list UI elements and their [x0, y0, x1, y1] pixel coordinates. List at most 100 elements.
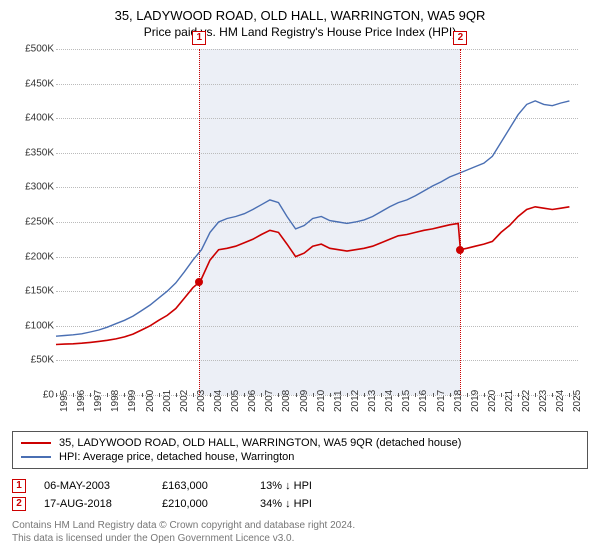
legend-label: 35, LADYWOOD ROAD, OLD HALL, WARRINGTON,… — [59, 437, 461, 449]
sale-index-box: 2 — [12, 497, 26, 511]
x-axis-label: 2011 — [333, 390, 344, 412]
chart-container: 35, LADYWOOD ROAD, OLD HALL, WARRINGTON,… — [0, 0, 600, 560]
x-axis-label: 2002 — [179, 390, 190, 412]
footer-line-1: Contains HM Land Registry data © Crown c… — [12, 519, 588, 532]
x-axis-label: 2006 — [247, 390, 258, 412]
series-property — [56, 207, 569, 345]
plot-area: 12 — [56, 49, 578, 395]
sale-row: 106-MAY-2003£163,00013% ↓ HPI — [12, 477, 588, 495]
y-axis-label: £100K — [12, 320, 54, 331]
sales-table: 106-MAY-2003£163,00013% ↓ HPI217-AUG-201… — [12, 477, 588, 513]
x-axis-label: 1997 — [93, 390, 104, 412]
x-tick — [501, 393, 502, 397]
footer-attribution: Contains HM Land Registry data © Crown c… — [12, 519, 588, 545]
legend: 35, LADYWOOD ROAD, OLD HALL, WARRINGTON,… — [12, 431, 588, 469]
x-axis-label: 2019 — [470, 390, 481, 412]
sale-vline — [460, 49, 461, 395]
x-axis-label: 2022 — [521, 390, 532, 412]
series-hpi — [56, 101, 569, 336]
x-tick — [569, 393, 570, 397]
x-axis-label: 2000 — [145, 390, 156, 412]
x-axis-label: 1999 — [127, 390, 138, 412]
x-tick — [278, 393, 279, 397]
x-tick — [552, 393, 553, 397]
chart-box: 12 £0 £50K £100K £150K £200K £250K £300K £350K £… — [12, 45, 588, 425]
x-tick — [330, 393, 331, 397]
x-axis-label: 2025 — [572, 390, 583, 412]
sale-date: 17-AUG-2018 — [44, 498, 144, 510]
x-axis-label: 1995 — [59, 390, 70, 412]
x-tick — [244, 393, 245, 397]
x-axis-label: 1998 — [110, 390, 121, 412]
x-tick — [347, 393, 348, 397]
x-axis-label: 2017 — [436, 390, 447, 412]
legend-row: HPI: Average price, detached house, Warr… — [21, 450, 579, 464]
x-tick — [210, 393, 211, 397]
x-tick — [398, 393, 399, 397]
y-axis-label: £50K — [12, 355, 54, 366]
x-axis-label: 2018 — [453, 390, 464, 412]
x-tick — [364, 393, 365, 397]
sale-index-box: 1 — [12, 479, 26, 493]
x-tick — [261, 393, 262, 397]
sale-price: £210,000 — [162, 498, 242, 510]
sale-dot — [195, 278, 203, 286]
y-axis-label: £300K — [12, 182, 54, 193]
x-tick — [484, 393, 485, 397]
x-axis-label: 2013 — [367, 390, 378, 412]
x-tick — [227, 393, 228, 397]
x-tick — [415, 393, 416, 397]
y-axis-label: £450K — [12, 78, 54, 89]
x-axis-label: 2014 — [384, 390, 395, 412]
x-axis-label: 2004 — [213, 390, 224, 412]
x-axis-label: 2021 — [504, 390, 515, 412]
legend-label: HPI: Average price, detached house, Warr… — [59, 451, 294, 463]
x-axis-label: 2023 — [538, 390, 549, 412]
x-axis-label: 2005 — [230, 390, 241, 412]
x-tick — [124, 393, 125, 397]
x-axis-label: 2015 — [401, 390, 412, 412]
legend-row: 35, LADYWOOD ROAD, OLD HALL, WARRINGTON,… — [21, 436, 579, 450]
legend-swatch — [21, 456, 51, 458]
sale-price: £163,000 — [162, 480, 242, 492]
x-tick — [142, 393, 143, 397]
x-tick — [90, 393, 91, 397]
x-tick — [467, 393, 468, 397]
x-axis-label: 2012 — [350, 390, 361, 412]
legend-swatch — [21, 442, 51, 444]
x-tick — [73, 393, 74, 397]
x-tick — [56, 393, 57, 397]
x-tick — [518, 393, 519, 397]
x-tick — [296, 393, 297, 397]
x-tick — [193, 393, 194, 397]
x-axis-label: 2016 — [418, 390, 429, 412]
x-tick — [450, 393, 451, 397]
x-axis-label: 2007 — [264, 390, 275, 412]
y-axis-label: £200K — [12, 251, 54, 262]
x-axis-label: 2001 — [162, 390, 173, 412]
line-series-svg — [56, 49, 578, 395]
sale-marker-2: 2 — [453, 31, 467, 45]
x-tick — [433, 393, 434, 397]
x-axis-label: 2020 — [487, 390, 498, 412]
x-axis-label: 2009 — [299, 390, 310, 412]
footer-line-2: This data is licensed under the Open Gov… — [12, 532, 588, 545]
sale-dot — [456, 246, 464, 254]
x-tick — [313, 393, 314, 397]
y-axis-label: £250K — [12, 217, 54, 228]
y-axis-label: £400K — [12, 113, 54, 124]
y-axis-label: £350K — [12, 147, 54, 158]
sale-vline — [199, 49, 200, 395]
x-axis-label: 2010 — [316, 390, 327, 412]
x-tick — [159, 393, 160, 397]
x-axis-label: 2024 — [555, 390, 566, 412]
y-axis-label: £0 — [12, 390, 54, 401]
x-axis-label: 1996 — [76, 390, 87, 412]
sale-hpi-delta: 34% ↓ HPI — [260, 498, 350, 510]
x-tick — [381, 393, 382, 397]
y-axis-label: £500K — [12, 44, 54, 55]
x-axis-label: 2008 — [281, 390, 292, 412]
sale-date: 06-MAY-2003 — [44, 480, 144, 492]
y-axis-label: £150K — [12, 286, 54, 297]
sale-row: 2 17-AUG-2018 £210,000 34% ↓ HPI — [12, 495, 588, 513]
